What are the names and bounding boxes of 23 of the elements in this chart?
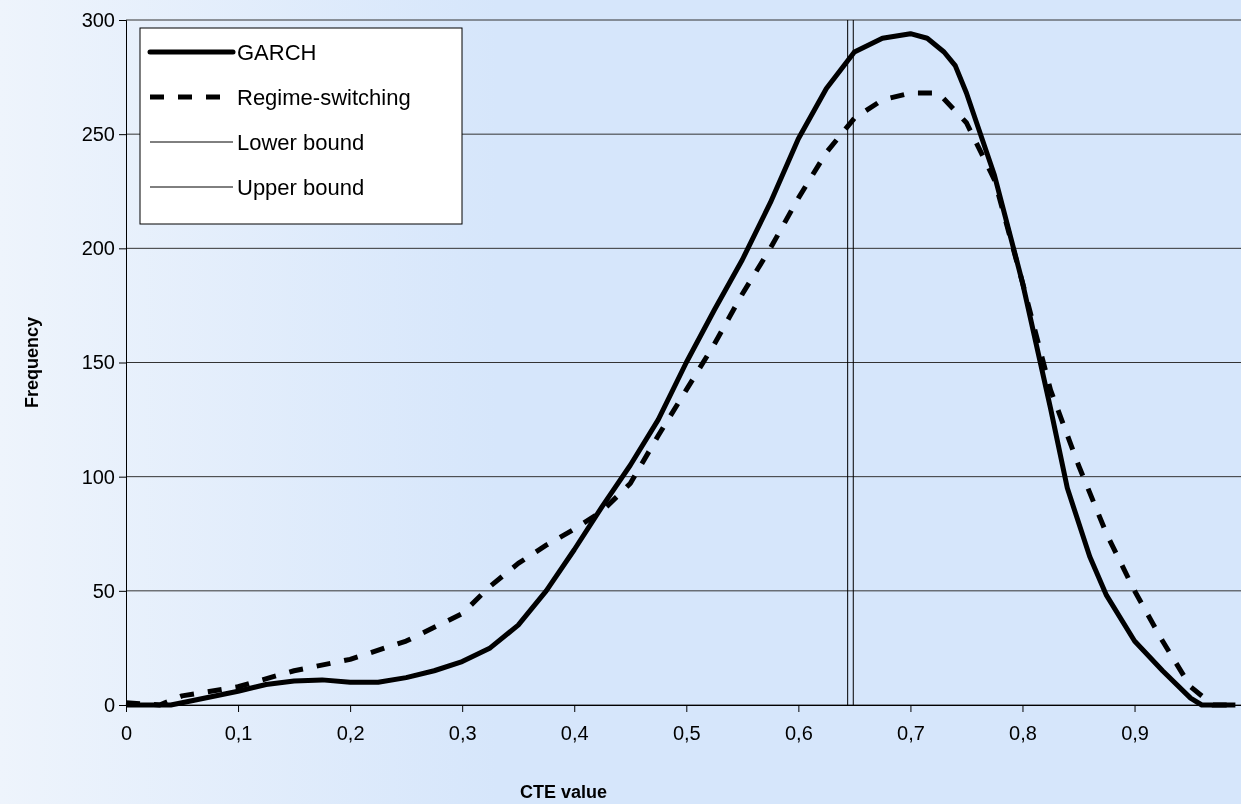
x-tick-label: 0,8	[1009, 722, 1037, 745]
x-tick-label: 0,5	[672, 722, 701, 745]
y-tick-label: 50	[92, 579, 115, 602]
x-tick-label: 0,1	[224, 722, 253, 745]
y-tick-label: 250	[81, 123, 115, 146]
x-tick-label: 0,3	[448, 722, 477, 745]
y-tick-label: 0	[103, 693, 115, 716]
x-tick-label: 0,4	[560, 722, 589, 745]
x-tick-label: 0,7	[897, 722, 925, 745]
legend-label: Upper bound	[237, 175, 365, 200]
y-tick-label: 300	[81, 8, 115, 31]
x-axis-title: CTE value	[519, 782, 608, 802]
x-tick-label: 0,2	[336, 722, 365, 745]
y-tick-label: 150	[81, 351, 115, 374]
y-tick-label: 100	[81, 465, 115, 488]
y-axis-title: Frequency	[22, 316, 42, 409]
x-tick-label: 0	[120, 722, 133, 745]
y-tick-label: 200	[81, 237, 115, 260]
legend-label: Lower bound	[237, 130, 365, 155]
legend-label: Regime-switching	[237, 85, 411, 110]
x-tick-label: 0,6	[784, 722, 813, 745]
legend-label: GARCH	[237, 40, 317, 65]
x-tick-label: 0,9	[1121, 722, 1149, 745]
